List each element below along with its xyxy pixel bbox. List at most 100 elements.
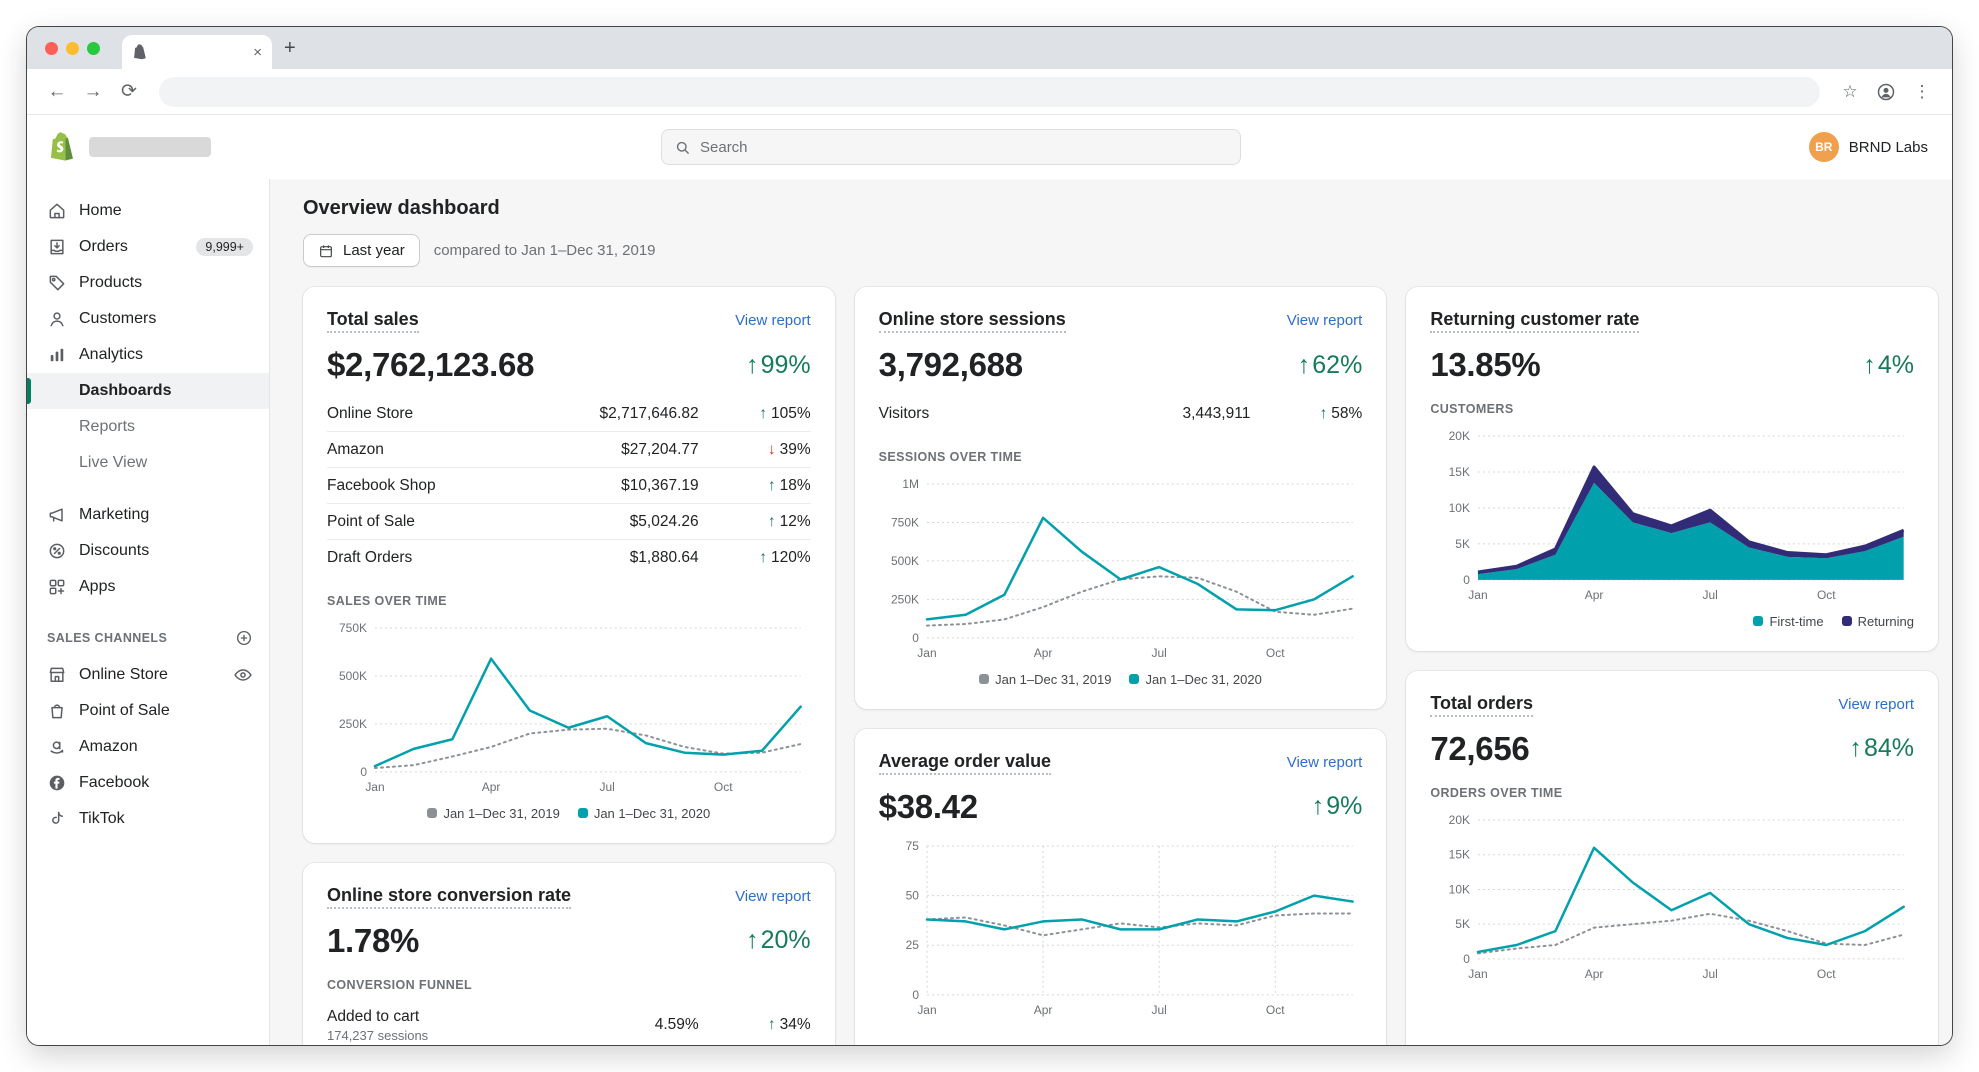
back-icon[interactable]: ← bbox=[47, 80, 67, 102]
sidebar-item-live-view[interactable]: Live View bbox=[27, 445, 269, 481]
tiktok-icon bbox=[47, 809, 67, 829]
card-title[interactable]: Total orders bbox=[1430, 693, 1534, 717]
address-bar[interactable] bbox=[159, 76, 1820, 107]
stat-row-online-store: Online Store $2,717,646.82 ↑ 105% bbox=[327, 396, 811, 432]
sidebar-item-label: Orders bbox=[79, 238, 128, 255]
stat-delta: ↑ 105% bbox=[759, 404, 811, 422]
svg-text:50: 50 bbox=[905, 888, 919, 902]
stat-value: 4.59% bbox=[654, 1016, 699, 1034]
close-tab-icon[interactable]: × bbox=[253, 43, 262, 61]
global-search bbox=[661, 129, 1241, 165]
compare-period-text: compared to Jan 1–Dec 31, 2019 bbox=[433, 242, 656, 259]
section-label: CONVERSION FUNNEL bbox=[327, 977, 473, 992]
sidebar-item-label: Home bbox=[79, 202, 122, 219]
card-online-store-sessions: Online store sessions View report 3,792,… bbox=[854, 287, 1387, 709]
sidebar-item-label: Online Store bbox=[79, 666, 168, 683]
svg-text:250K: 250K bbox=[891, 592, 919, 606]
svg-text:0: 0 bbox=[912, 631, 919, 645]
plus-circle-icon[interactable] bbox=[235, 629, 253, 647]
sidebar-item-customers[interactable]: Customers bbox=[27, 301, 269, 337]
sidebar-item-label: Dashboards bbox=[79, 382, 172, 399]
sidebar-item-amazon[interactable]: Amazon bbox=[27, 729, 269, 765]
minimize-window-button[interactable] bbox=[66, 41, 79, 55]
card-title[interactable]: Total sales bbox=[327, 309, 419, 333]
stat-value: $5,024.26 bbox=[629, 512, 699, 530]
legend-item-first-time: First-time bbox=[1753, 614, 1824, 629]
sidebar-item-discounts[interactable]: Discounts bbox=[27, 533, 269, 569]
zoom-window-button[interactable] bbox=[87, 41, 100, 55]
stat-value: $27,204.77 bbox=[621, 440, 699, 458]
view-report-link[interactable]: View report bbox=[735, 887, 811, 905]
svg-text:500K: 500K bbox=[891, 554, 919, 568]
svg-text:10K: 10K bbox=[1449, 882, 1470, 896]
stat-row-point-of-sale: Point of Sale $5,024.26 ↑ 12% bbox=[327, 504, 811, 540]
svg-text:750K: 750K bbox=[891, 515, 919, 529]
metric-value: $2,762,123.68 bbox=[327, 346, 535, 383]
sidebar-item-dashboards[interactable]: Dashboards bbox=[27, 373, 269, 409]
stat-label: Added to cart 174,237 sessions bbox=[327, 1008, 655, 1043]
sidebar-item-tiktok[interactable]: TikTok bbox=[27, 801, 269, 837]
sidebar-item-label: Discounts bbox=[79, 542, 150, 559]
metric-value: 72,656 bbox=[1430, 729, 1530, 767]
shopify-logo-icon[interactable] bbox=[47, 132, 77, 162]
browser-menu-kebab-icon[interactable]: ⋮ bbox=[1913, 81, 1931, 101]
browser-profile-icon[interactable] bbox=[1870, 82, 1902, 102]
svg-text:75: 75 bbox=[905, 839, 919, 853]
card-title[interactable]: Average order value bbox=[878, 751, 1052, 775]
sidebar-item-facebook[interactable]: Facebook bbox=[27, 765, 269, 801]
svg-text:0: 0 bbox=[360, 765, 367, 779]
sidebar-item-online-store[interactable]: Online Store bbox=[27, 657, 269, 693]
card-title[interactable]: Online store sessions bbox=[878, 309, 1066, 333]
forward-icon[interactable]: → bbox=[83, 80, 103, 102]
view-report-link[interactable]: View report bbox=[1838, 695, 1914, 713]
customers-stacked-chart: 0 5K 10K 15K 20K Jan Apr Jul Oct bbox=[1430, 426, 1914, 606]
sidebar-item-apps[interactable]: Apps bbox=[27, 569, 269, 605]
svg-text:15K: 15K bbox=[1449, 465, 1470, 479]
metric-delta: ↑ 62% bbox=[1297, 350, 1363, 379]
svg-text:Oct: Oct bbox=[1817, 967, 1836, 981]
view-report-link[interactable]: View report bbox=[1286, 312, 1363, 329]
account-menu[interactable]: BR BRND Labs bbox=[1808, 132, 1928, 162]
svg-text:20K: 20K bbox=[1449, 429, 1470, 443]
sidebar-section-header: SALES CHANNELS bbox=[27, 605, 269, 657]
browser-toolbar: ← → ⟳ ☆ ⋮ bbox=[27, 69, 1952, 115]
sidebar-item-point-of-sale[interactable]: Point of Sale bbox=[27, 693, 269, 729]
bookmark-star-icon[interactable]: ☆ bbox=[1842, 81, 1858, 101]
sidebar-item-reports[interactable]: Reports bbox=[27, 409, 269, 445]
stat-label: Visitors bbox=[878, 405, 930, 422]
view-report-link[interactable]: View report bbox=[1286, 753, 1363, 771]
date-range-button[interactable]: Last year bbox=[303, 234, 420, 267]
section-label: ORDERS OVER TIME bbox=[1430, 785, 1563, 800]
card-conversion-rate: Online store conversion rate View report… bbox=[303, 862, 835, 1045]
reload-icon[interactable]: ⟳ bbox=[121, 81, 137, 102]
svg-text:Apr: Apr bbox=[1585, 967, 1604, 981]
browser-tab[interactable]: × bbox=[122, 35, 272, 69]
sidebar-item-home[interactable]: Home bbox=[27, 193, 269, 229]
stat-delta: ↑ 18% bbox=[767, 476, 811, 494]
svg-text:Jan: Jan bbox=[917, 646, 936, 660]
svg-text:5K: 5K bbox=[1456, 917, 1471, 931]
new-tab-button[interactable]: + bbox=[284, 36, 296, 59]
search-box[interactable] bbox=[661, 129, 1241, 165]
card-title[interactable]: Returning customer rate bbox=[1430, 309, 1640, 333]
discounts-icon bbox=[47, 541, 67, 561]
card-title[interactable]: Online store conversion rate bbox=[327, 885, 572, 909]
svg-text:Apr: Apr bbox=[1033, 1003, 1052, 1017]
card-total-orders: Total orders View report 72,656 ↑ 84% ORD… bbox=[1406, 670, 1938, 1045]
view-report-link[interactable]: View report bbox=[735, 312, 811, 329]
browser-window: × + ← → ⟳ ☆ ⋮ bbox=[27, 27, 1952, 1045]
sidebar-item-orders[interactable]: Orders 9,999+ bbox=[27, 229, 269, 265]
stat-value: $1,880.64 bbox=[629, 549, 699, 566]
sidebar-item-products[interactable]: Products bbox=[27, 265, 269, 301]
stat-row-draft-orders: Draft Orders $1,880.64 ↑ 120% bbox=[327, 540, 811, 576]
stat-delta: ↑ 12% bbox=[767, 512, 811, 530]
close-window-button[interactable] bbox=[45, 41, 58, 55]
search-input[interactable] bbox=[700, 138, 1228, 156]
sidebar-item-marketing[interactable]: Marketing bbox=[27, 497, 269, 533]
chart-legend: Jan 1–Dec 31, 2019 Jan 1–Dec 31, 2020 bbox=[879, 672, 1363, 687]
browser-tab-strip: × + bbox=[27, 27, 1952, 69]
svg-text:15K: 15K bbox=[1449, 848, 1470, 862]
eye-icon[interactable] bbox=[233, 665, 253, 685]
sidebar-item-analytics[interactable]: Analytics bbox=[27, 337, 269, 373]
